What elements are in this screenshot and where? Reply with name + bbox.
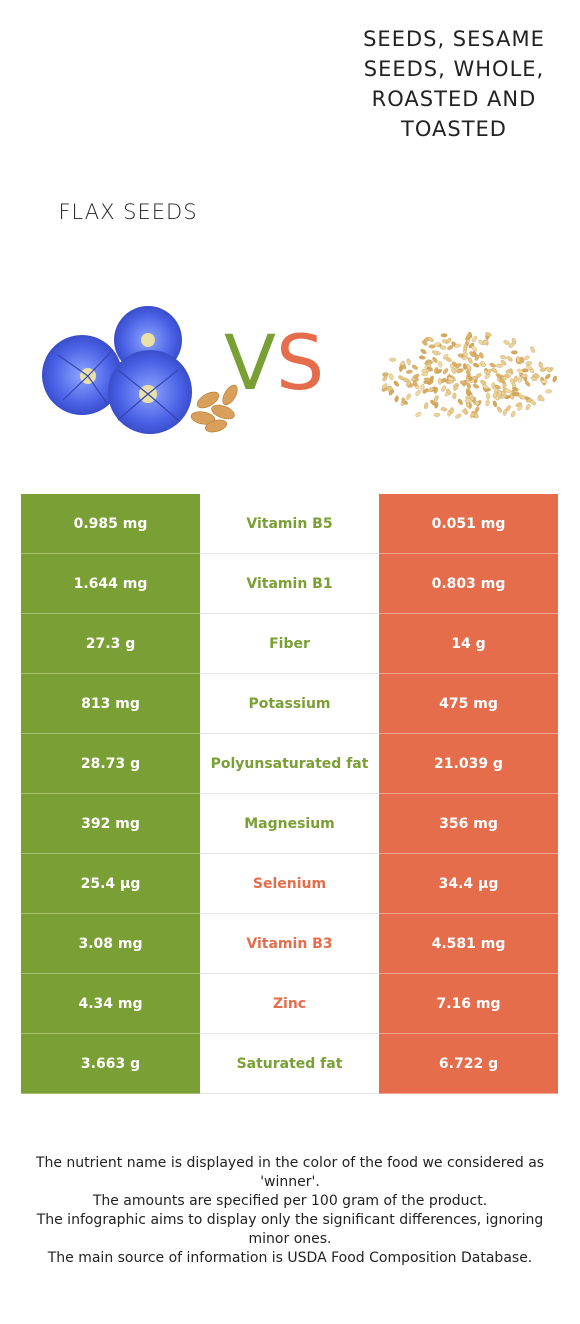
footer-line: The nutrient name is displayed in the co… <box>35 1155 545 1190</box>
right-value: 475 mg <box>379 674 558 734</box>
nutrient-name: Vitamin B3 <box>200 914 379 974</box>
right-value: 34.4 µg <box>379 854 558 914</box>
right-value: 0.051 mg <box>379 494 558 554</box>
table-row: 28.73 g Polyunsaturated fat 21.039 g <box>21 734 558 794</box>
food-right-title: Seeds, sesame seeds, whole, roasted and … <box>363 27 545 141</box>
table-row: 4.34 mg Zinc 7.16 mg <box>21 974 558 1034</box>
nutrient-name: Zinc <box>200 974 379 1034</box>
footer-notes: The nutrient name is displayed in the co… <box>20 1154 560 1268</box>
right-value: 14 g <box>379 614 558 674</box>
comparison-table: 0.985 mg Vitamin B5 0.051 mg 1.644 mg Vitami… <box>21 494 558 1094</box>
footer-line: The infographic aims to display only the… <box>36 1212 544 1247</box>
nutrient-name: Polyunsaturated fat <box>200 734 379 794</box>
nutrient-name: Vitamin B1 <box>200 554 379 614</box>
vs-v: V <box>224 318 276 407</box>
table-row: 27.3 g Fiber 14 g <box>21 614 558 674</box>
table-row: 0.985 mg Vitamin B5 0.051 mg <box>21 494 558 554</box>
vs-label: V S <box>224 318 324 408</box>
nutrient-name: Potassium <box>200 674 379 734</box>
left-value: 27.3 g <box>21 614 200 674</box>
footer-line: The main source of information is USDA F… <box>47 1250 533 1266</box>
table-row: 1.644 mg Vitamin B1 0.803 mg <box>21 554 558 614</box>
sesame-seeds-pile-image <box>381 331 558 419</box>
right-value: 0.803 mg <box>379 554 558 614</box>
left-value: 28.73 g <box>21 734 200 794</box>
left-value: 25.4 µg <box>21 854 200 914</box>
vs-s: S <box>276 318 325 407</box>
table-row: 3.663 g Saturated fat 6.722 g <box>21 1034 558 1094</box>
left-value: 813 mg <box>21 674 200 734</box>
food-left-title: Flax seeds <box>58 200 198 224</box>
table-row: 392 mg Magnesium 356 mg <box>21 794 558 854</box>
left-value: 1.644 mg <box>21 554 200 614</box>
nutrient-name: Vitamin B5 <box>200 494 379 554</box>
left-value: 3.08 mg <box>21 914 200 974</box>
left-value: 0.985 mg <box>21 494 200 554</box>
nutrient-name: Selenium <box>200 854 379 914</box>
right-value: 4.581 mg <box>379 914 558 974</box>
footer-line: The amounts are specified per 100 gram o… <box>92 1193 488 1209</box>
nutrient-name: Saturated fat <box>200 1034 379 1094</box>
right-value: 356 mg <box>379 794 558 854</box>
right-value: 6.722 g <box>379 1034 558 1094</box>
right-value: 7.16 mg <box>379 974 558 1034</box>
right-value: 21.039 g <box>379 734 558 794</box>
nutrient-name: Fiber <box>200 614 379 674</box>
left-value: 392 mg <box>21 794 200 854</box>
table-row: 25.4 µg Selenium 34.4 µg <box>21 854 558 914</box>
flax-flowers-and-seeds-image <box>42 306 238 434</box>
table-row: 813 mg Potassium 475 mg <box>21 674 558 734</box>
left-value: 4.34 mg <box>21 974 200 1034</box>
nutrient-name: Magnesium <box>200 794 379 854</box>
left-value: 3.663 g <box>21 1034 200 1094</box>
table-row: 3.08 mg Vitamin B3 4.581 mg <box>21 914 558 974</box>
